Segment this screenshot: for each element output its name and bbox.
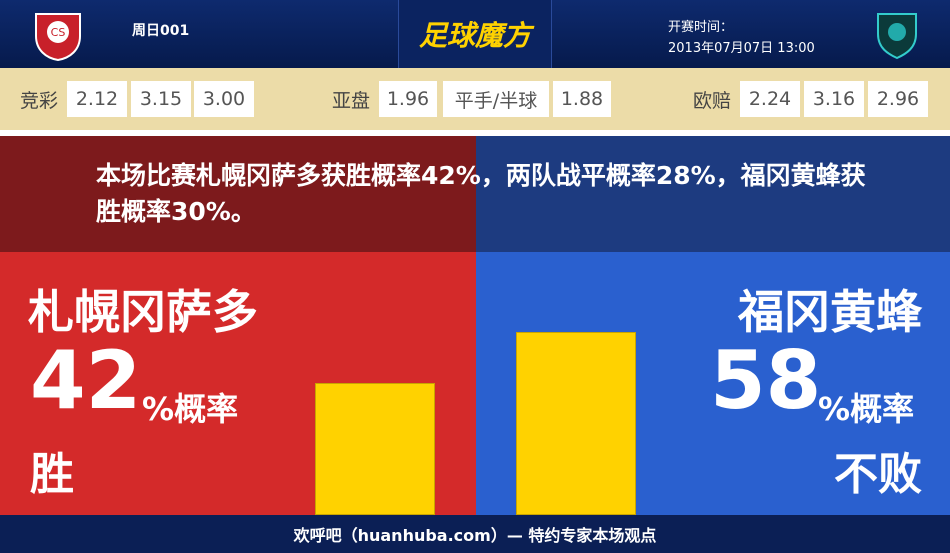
home-logo: CS bbox=[35, 13, 81, 62]
odds-value: 1.96 bbox=[379, 81, 437, 117]
footer: 欢呼吧（huanhuba.com）— 特约专家本场观点 bbox=[0, 515, 950, 553]
match-no: 周日001 bbox=[132, 23, 190, 39]
home-bar bbox=[315, 382, 435, 515]
away-percent: 58 bbox=[710, 334, 822, 427]
home-percent: 42 bbox=[30, 334, 142, 427]
header: CS 周日001 足球魔方 开赛时间： 2013年07月07日 13:00 bbox=[0, 0, 950, 68]
home-name: 札幌冈萨多 bbox=[28, 285, 258, 339]
odds-value: 3.15 bbox=[131, 81, 191, 117]
home-unit: %概率 bbox=[142, 390, 239, 428]
away-logo bbox=[877, 13, 917, 60]
home-outcome: 胜 bbox=[30, 449, 74, 500]
away-bar bbox=[516, 332, 636, 515]
away-outcome: 不败 bbox=[834, 449, 922, 500]
svg-text:CS: CS bbox=[51, 26, 66, 39]
kickoff-label: 开赛时间： bbox=[668, 20, 734, 35]
summary-left-bg bbox=[0, 136, 476, 252]
away-unit: %概率 bbox=[818, 390, 915, 428]
brand: 足球魔方 bbox=[398, 0, 552, 68]
odds-value: 1.88 bbox=[553, 81, 611, 117]
odds-bar: 竞彩 2.12 3.15 3.00 亚盘 1.96 平手/半球 1.88 欧赔 2.24 3.16 2… bbox=[0, 68, 950, 130]
odds-value: 2.24 bbox=[740, 81, 800, 117]
odds-value: 平手/半球 bbox=[443, 81, 549, 117]
odds-value: 2.12 bbox=[67, 81, 127, 117]
summary: 本场比赛札幌冈萨多获胜概率42%，两队战平概率28%，福冈黄蜂获胜概率30%。 bbox=[96, 161, 866, 226]
odds-value: 3.16 bbox=[804, 81, 864, 117]
odds-label: 竞彩 bbox=[20, 89, 59, 112]
kickoff-time: 2013年07月07日 13:00 bbox=[668, 41, 815, 56]
odds-value: 3.00 bbox=[194, 81, 254, 117]
odds-value: 2.96 bbox=[868, 81, 928, 117]
odds-label: 欧赔 bbox=[693, 89, 732, 112]
summary-right-bg bbox=[476, 136, 950, 252]
odds-label: 亚盘 bbox=[332, 89, 371, 112]
away-name: 福冈黄蜂 bbox=[738, 285, 922, 339]
